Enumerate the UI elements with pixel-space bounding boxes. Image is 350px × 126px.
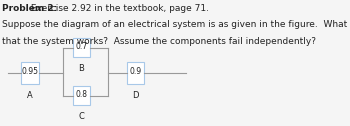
Text: B: B xyxy=(78,64,84,73)
Text: A: A xyxy=(27,91,33,100)
Text: Exercise 2.92 in the textbook, page 71.: Exercise 2.92 in the textbook, page 71. xyxy=(28,4,209,13)
FancyBboxPatch shape xyxy=(73,86,90,105)
Text: Suppose the diagram of an electrical system is as given in the figure.  What is : Suppose the diagram of an electrical sys… xyxy=(2,20,350,29)
Text: 0.95: 0.95 xyxy=(22,67,38,76)
FancyBboxPatch shape xyxy=(127,62,144,84)
Text: 0.8: 0.8 xyxy=(75,90,88,99)
FancyBboxPatch shape xyxy=(21,62,39,84)
Text: that the system works?  Assume the components fail independently?: that the system works? Assume the compon… xyxy=(2,37,316,45)
Text: 0.7: 0.7 xyxy=(75,42,88,51)
FancyBboxPatch shape xyxy=(73,38,90,57)
Text: 0.9: 0.9 xyxy=(130,67,142,76)
Text: Problem 2:: Problem 2: xyxy=(2,4,57,13)
Text: C: C xyxy=(78,112,84,120)
Text: D: D xyxy=(132,91,139,100)
